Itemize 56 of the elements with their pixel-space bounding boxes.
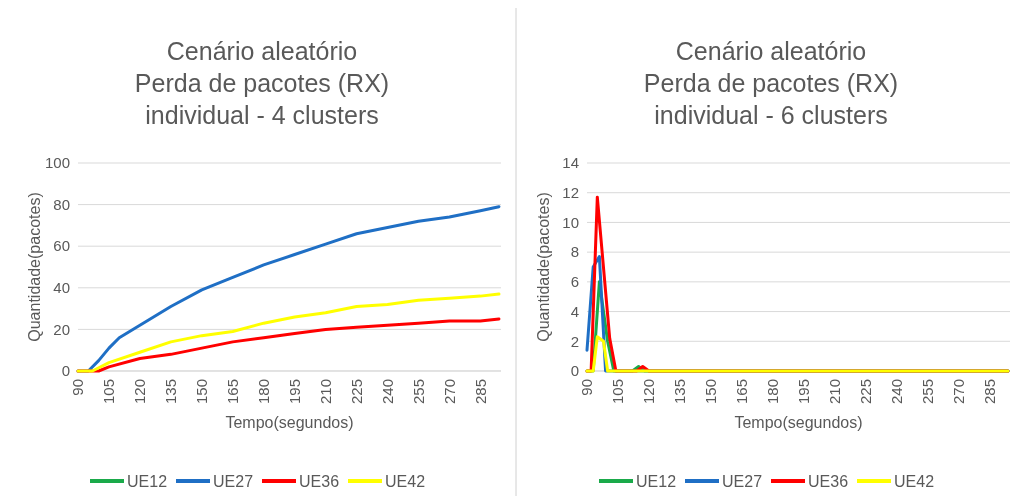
y-tick-label: 8 — [570, 243, 579, 261]
x-tick-label: 135 — [162, 379, 180, 405]
x-tick-label: 90 — [69, 379, 87, 396]
x-tick-label: 165 — [224, 379, 242, 405]
x-tick-label: 195 — [285, 379, 303, 405]
y-tick-label: 12 — [562, 183, 579, 201]
y-tick-label: 20 — [53, 320, 70, 338]
x-tick-label: 210 — [316, 379, 334, 405]
y-tick-label: 40 — [53, 279, 70, 297]
legend-label: UE27 — [722, 472, 763, 490]
x-tick-label: 255 — [409, 379, 427, 405]
x-tick-label: 180 — [254, 379, 272, 405]
x-tick-label: 105 — [609, 379, 627, 405]
legend-label: UE42 — [894, 472, 935, 490]
y-tick-label: 14 — [562, 154, 579, 172]
y-tick-label: 0 — [61, 362, 70, 380]
x-tick-label: 240 — [887, 379, 905, 405]
x-tick-label: 120 — [131, 379, 149, 405]
x-tick-label: 210 — [825, 379, 843, 405]
x-tick-label: 180 — [763, 379, 781, 405]
chart-title: Cenário aleatório Perda de pacotes (RX) individual - 6 clusters — [643, 37, 899, 129]
y-tick-label: 6 — [570, 273, 579, 291]
x-tick-label: 165 — [733, 379, 751, 405]
x-axis-title: Tempo(segundos) — [734, 414, 863, 431]
legend-label: UE12 — [636, 472, 677, 490]
x-tick-label: 90 — [578, 379, 596, 396]
x-tick-label: 285 — [980, 379, 998, 405]
y-tick-label: 100 — [44, 154, 70, 172]
chart-title: Cenário aleatório Perda de pacotes (RX) individual - 4 clusters — [134, 37, 390, 129]
x-tick-label: 270 — [949, 379, 967, 405]
y-tick-label: 2 — [570, 332, 579, 350]
legend-label: UE36 — [299, 472, 340, 490]
legend-label: UE12 — [127, 472, 168, 490]
x-tick-label: 150 — [193, 379, 211, 405]
y-tick-label: 10 — [562, 213, 579, 231]
y-tick-label: 80 — [53, 195, 70, 213]
y-axis-title: Quantidade(pacotes) — [26, 192, 43, 342]
x-tick-label: 255 — [918, 379, 936, 405]
y-tick-label: 4 — [570, 302, 579, 320]
legend-label: UE42 — [385, 472, 426, 490]
x-tick-label: 225 — [347, 379, 365, 405]
legend-label: UE27 — [213, 472, 254, 490]
y-axis-title: Quantidade(pacotes) — [535, 192, 552, 342]
x-tick-label: 135 — [671, 379, 689, 405]
y-tick-label: 60 — [53, 237, 70, 255]
x-tick-label: 150 — [702, 379, 720, 405]
x-tick-label: 105 — [100, 379, 118, 405]
x-tick-label: 240 — [378, 379, 396, 405]
x-tick-label: 285 — [471, 379, 489, 405]
x-tick-label: 120 — [640, 379, 658, 405]
y-tick-label: 0 — [570, 362, 579, 380]
x-tick-label: 225 — [856, 379, 874, 405]
legend-label: UE36 — [808, 472, 849, 490]
x-tick-label: 270 — [440, 379, 458, 405]
x-tick-label: 195 — [794, 379, 812, 405]
x-axis-title: Tempo(segundos) — [225, 414, 354, 431]
